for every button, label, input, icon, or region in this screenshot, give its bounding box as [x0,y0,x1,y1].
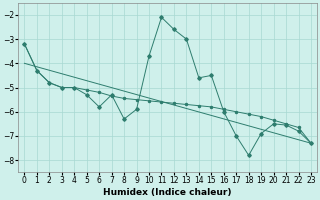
X-axis label: Humidex (Indice chaleur): Humidex (Indice chaleur) [103,188,232,197]
